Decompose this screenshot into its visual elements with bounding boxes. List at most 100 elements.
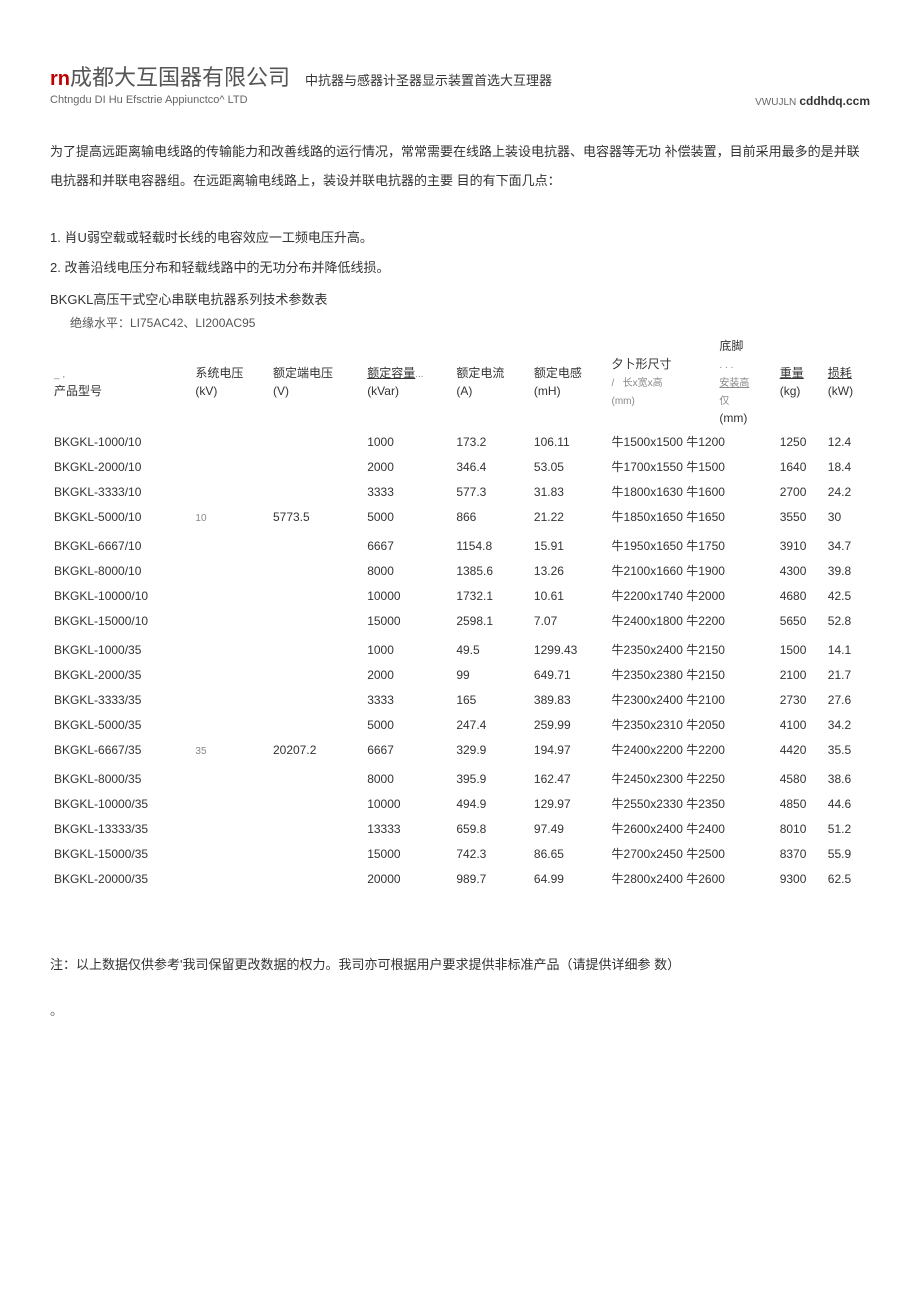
cell-dims: 牛1500x1500 牛1200 [608, 429, 776, 454]
table-row: BKGKL-13333/3513333659.897.49牛2600x2400 … [50, 816, 870, 841]
cell-capacity: 6667 [363, 529, 452, 558]
th-weight: 重量 (kg) [776, 335, 824, 429]
cell-inductance: 15.91 [530, 529, 608, 558]
cell-inductance: 162.47 [530, 762, 608, 791]
cell-model: BKGKL-8000/10 [50, 558, 191, 583]
cell-model: BKGKL-10000/10 [50, 583, 191, 608]
table-row: BKGKL-1000/101000173.2106.11牛1500x1500 牛… [50, 429, 870, 454]
cell-dims: 牛2550x2330 牛2350 [608, 791, 776, 816]
cell-current: 659.8 [452, 816, 530, 841]
cell-inductance: 97.49 [530, 816, 608, 841]
cell-capacity: 15000 [363, 841, 452, 866]
cell-model: BKGKL-15000/10 [50, 608, 191, 633]
cell-weight: 4300 [776, 558, 824, 583]
cell-sys-v [191, 558, 269, 583]
cell-model: BKGKL-1000/10 [50, 429, 191, 454]
cell-loss: 38.6 [824, 762, 870, 791]
cell-loss: 21.7 [824, 662, 870, 687]
cell-inductance: 53.05 [530, 454, 608, 479]
cell-term-v [269, 866, 363, 891]
cell-capacity: 1000 [363, 429, 452, 454]
cell-capacity: 5000 [363, 504, 452, 529]
table-row: BKGKL-6667/353520207.26667329.9194.97牛24… [50, 737, 870, 762]
cell-current: 577.3 [452, 479, 530, 504]
cell-current: 1385.6 [452, 558, 530, 583]
table-row: BKGKL-10000/10100001732.110.61牛2200x1740… [50, 583, 870, 608]
cell-term-v [269, 558, 363, 583]
cell-model: BKGKL-6667/10 [50, 529, 191, 558]
cell-capacity: 13333 [363, 816, 452, 841]
cell-inductance: 86.65 [530, 841, 608, 866]
cell-weight: 3550 [776, 504, 824, 529]
cell-sys-v [191, 633, 269, 662]
cell-current: 395.9 [452, 762, 530, 791]
cell-sys-v [191, 866, 269, 891]
cell-dims: 牛1850x1650 牛1650 [608, 504, 776, 529]
cell-sys-v [191, 479, 269, 504]
header-top-row: rn成都大互国器有限公司 中抗器与感器计圣器显示装置首选大互理器 [50, 60, 870, 92]
cell-sys-v [191, 841, 269, 866]
cell-capacity: 10000 [363, 583, 452, 608]
intro-paragraph: 为了提高远距离输电线路的传输能力和改善线路的运行情况，常常需要在线路上装设电抗器… [50, 138, 870, 195]
cell-model: BKGKL-20000/35 [50, 866, 191, 891]
cell-model: BKGKL-3333/35 [50, 687, 191, 712]
cell-inductance: 64.99 [530, 866, 608, 891]
cell-capacity: 3333 [363, 687, 452, 712]
cell-dims: 牛2350x2400 牛2150 [608, 633, 776, 662]
logo-prefix: rn [50, 68, 70, 90]
th-sys-v: 系统电压 (kV) [191, 335, 269, 429]
cell-capacity: 2000 [363, 662, 452, 687]
tagline: 中抗器与感器计圣器显示装置首选大互理器 [305, 70, 552, 89]
cell-sys-v [191, 791, 269, 816]
cell-model: BKGKL-5000/10 [50, 504, 191, 529]
cell-inductance: 21.22 [530, 504, 608, 529]
cell-loss: 12.4 [824, 429, 870, 454]
table-row: BKGKL-8000/10 80001385.613.26牛2100x1660 牛… [50, 558, 870, 583]
company-name-en: Chtngdu DI Hu Efsctrie Appiunctco^ LTD [50, 94, 248, 108]
cell-term-v: 20207.2 [269, 737, 363, 762]
cell-current: 2598.1 [452, 608, 530, 633]
table-row: BKGKL-3333/353333165389.83牛2300x2400 牛21… [50, 687, 870, 712]
cell-capacity: 1000 [363, 633, 452, 662]
cell-loss: 30 [824, 504, 870, 529]
cell-dims: 牛2350x2310 牛2050 [608, 712, 776, 737]
table-row: BKGKL-20000/3520000989.764.99牛2800x2400 … [50, 866, 870, 891]
cell-dims: 牛2100x1660 牛1900 [608, 558, 776, 583]
cell-weight: 4420 [776, 737, 824, 762]
table-row: BKGKL-15000/3515000742.386.65牛2700x2450 … [50, 841, 870, 866]
cell-dims: 牛2400x2200 牛2200 [608, 737, 776, 762]
cell-current: 247.4 [452, 712, 530, 737]
cell-inductance: 259.99 [530, 712, 608, 737]
th-inductance: 额定电感 (mH) [530, 335, 608, 429]
table-row: BKGKL-1000/35100049.51299.43牛2350x2400 牛… [50, 633, 870, 662]
point-2: 2. 改善沿线电压分布和轻载线路中的无功分布并降低线损。 [50, 255, 870, 281]
cell-loss: 55.9 [824, 841, 870, 866]
cell-current: 99 [452, 662, 530, 687]
cell-inductance: 10.61 [530, 583, 608, 608]
cell-model: BKGKL-10000/35 [50, 791, 191, 816]
cell-weight: 1640 [776, 454, 824, 479]
cell-dims: 牛2400x1800 牛2200 [608, 608, 776, 633]
cell-capacity: 5000 [363, 712, 452, 737]
point-1: 1. 肖U弱空载或轻载时长线的电容效应一工频电压升高。 [50, 225, 870, 251]
cell-inductance: 389.83 [530, 687, 608, 712]
th-loss: 损耗 (kW) [824, 335, 870, 429]
cell-inductance: 13.26 [530, 558, 608, 583]
cell-loss: 44.6 [824, 791, 870, 816]
cell-model: BKGKL-5000/35 [50, 712, 191, 737]
cell-sys-v [191, 712, 269, 737]
cell-inductance: 129.97 [530, 791, 608, 816]
cell-current: 329.9 [452, 737, 530, 762]
cell-current: 866 [452, 504, 530, 529]
cell-capacity: 3333 [363, 479, 452, 504]
cell-term-v [269, 841, 363, 866]
cell-sys-v [191, 454, 269, 479]
points-list: 1. 肖U弱空载或轻载时长线的电容效应一工频电压升高。 2. 改善沿线电压分布和… [50, 225, 870, 281]
th-model: _ , 产品型号 [50, 335, 191, 429]
cell-loss: 52.8 [824, 608, 870, 633]
cell-capacity: 8000 [363, 558, 452, 583]
cell-loss: 62.5 [824, 866, 870, 891]
cell-dims: 牛2200x1740 牛2000 [608, 583, 776, 608]
cell-sys-v [191, 762, 269, 791]
cell-sys-v: 35 [191, 737, 269, 762]
